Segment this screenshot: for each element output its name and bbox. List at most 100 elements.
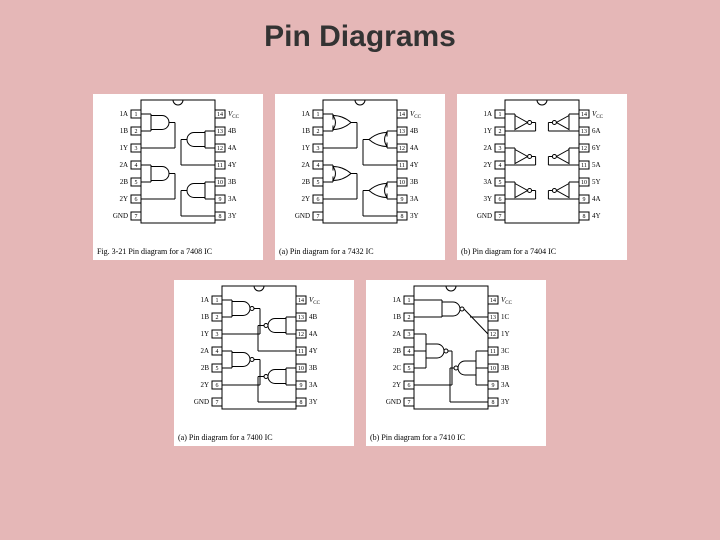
svg-text:1B: 1B bbox=[201, 313, 210, 321]
caption-7408: Fig. 3-21 Pin diagram for a 7408 IC bbox=[93, 244, 263, 260]
svg-text:3Y: 3Y bbox=[228, 212, 237, 220]
svg-text:4: 4 bbox=[216, 349, 219, 355]
svg-text:2B: 2B bbox=[393, 347, 402, 355]
svg-text:4Y: 4Y bbox=[228, 161, 237, 169]
svg-text:2: 2 bbox=[499, 129, 502, 135]
svg-text:1B: 1B bbox=[120, 127, 129, 135]
svg-text:6: 6 bbox=[408, 383, 411, 389]
svg-text:VCC: VCC bbox=[592, 110, 604, 120]
svg-text:3: 3 bbox=[317, 146, 320, 152]
svg-text:14: 14 bbox=[217, 112, 223, 118]
chip-diagram-7404: 11A14VCC21Y136A32A126Y42Y115A53A105Y63Y9… bbox=[457, 94, 627, 244]
chip-diagram-7400: 11A14VCC21B134B31Y124A42A114Y52B103B62Y9… bbox=[174, 280, 354, 430]
svg-text:5: 5 bbox=[317, 180, 320, 186]
svg-text:10: 10 bbox=[490, 366, 496, 372]
svg-text:8: 8 bbox=[300, 400, 303, 406]
svg-text:5: 5 bbox=[216, 366, 219, 372]
top-row: 11A14VCC21B134B31Y124A42A114Y52B103B62Y9… bbox=[0, 94, 720, 260]
chip-diagram-7432: 11A14VCC21B134B31Y124A42A114Y52B103B62Y9… bbox=[275, 94, 445, 244]
svg-text:1A: 1A bbox=[392, 296, 401, 304]
svg-text:10: 10 bbox=[298, 366, 304, 372]
svg-text:2Y: 2Y bbox=[483, 161, 492, 169]
svg-text:3A: 3A bbox=[501, 381, 510, 389]
svg-text:3Y: 3Y bbox=[410, 212, 419, 220]
svg-text:6: 6 bbox=[499, 197, 502, 203]
svg-text:1B: 1B bbox=[393, 313, 402, 321]
svg-text:12: 12 bbox=[399, 146, 405, 152]
svg-text:2A: 2A bbox=[301, 161, 310, 169]
svg-text:3C: 3C bbox=[501, 347, 510, 355]
svg-text:3Y: 3Y bbox=[501, 398, 510, 406]
svg-text:6: 6 bbox=[135, 197, 138, 203]
svg-text:12: 12 bbox=[490, 332, 496, 338]
svg-text:4: 4 bbox=[499, 163, 502, 169]
svg-text:4B: 4B bbox=[228, 127, 237, 135]
svg-text:2: 2 bbox=[317, 129, 320, 135]
svg-text:1Y: 1Y bbox=[301, 144, 310, 152]
svg-text:3: 3 bbox=[135, 146, 138, 152]
svg-text:13: 13 bbox=[217, 129, 223, 135]
svg-text:1Y: 1Y bbox=[483, 127, 492, 135]
svg-text:2Y: 2Y bbox=[119, 195, 128, 203]
caption-7404: (b) Pin diagram for a 7404 IC bbox=[457, 244, 627, 260]
svg-text:13: 13 bbox=[581, 129, 587, 135]
svg-text:2A: 2A bbox=[200, 347, 209, 355]
svg-text:2Y: 2Y bbox=[200, 381, 209, 389]
svg-text:9: 9 bbox=[300, 383, 303, 389]
svg-text:3A: 3A bbox=[309, 381, 318, 389]
svg-text:14: 14 bbox=[581, 112, 587, 118]
svg-text:7: 7 bbox=[499, 214, 502, 220]
svg-text:3A: 3A bbox=[228, 195, 237, 203]
svg-text:VCC: VCC bbox=[501, 296, 513, 306]
svg-text:3B: 3B bbox=[309, 364, 318, 372]
svg-text:12: 12 bbox=[298, 332, 304, 338]
svg-text:11: 11 bbox=[581, 163, 587, 169]
svg-text:10: 10 bbox=[399, 180, 405, 186]
svg-text:12: 12 bbox=[217, 146, 223, 152]
svg-text:9: 9 bbox=[492, 383, 495, 389]
svg-text:11: 11 bbox=[399, 163, 405, 169]
svg-text:3Y: 3Y bbox=[483, 195, 492, 203]
svg-text:GND: GND bbox=[194, 398, 209, 406]
svg-text:9: 9 bbox=[219, 197, 222, 203]
svg-text:8: 8 bbox=[401, 214, 404, 220]
svg-text:9: 9 bbox=[583, 197, 586, 203]
svg-text:2B: 2B bbox=[302, 178, 311, 186]
svg-text:3A: 3A bbox=[483, 178, 492, 186]
svg-text:GND: GND bbox=[477, 212, 492, 220]
svg-text:2B: 2B bbox=[120, 178, 129, 186]
chip-diagram-7410: 11A14VCC21B131C32A121Y42B113C52C103B62Y9… bbox=[366, 280, 546, 430]
svg-text:6: 6 bbox=[216, 383, 219, 389]
svg-text:14: 14 bbox=[298, 298, 304, 304]
svg-text:5A: 5A bbox=[592, 161, 601, 169]
svg-text:1B: 1B bbox=[302, 127, 311, 135]
svg-text:6A: 6A bbox=[592, 127, 601, 135]
svg-text:5: 5 bbox=[499, 180, 502, 186]
svg-text:1: 1 bbox=[499, 112, 502, 118]
svg-text:1A: 1A bbox=[301, 110, 310, 118]
svg-text:4A: 4A bbox=[592, 195, 601, 203]
svg-text:1: 1 bbox=[408, 298, 411, 304]
svg-text:4: 4 bbox=[408, 349, 411, 355]
svg-text:10: 10 bbox=[217, 180, 223, 186]
svg-text:2A: 2A bbox=[119, 161, 128, 169]
panel-7410: 11A14VCC21B131C32A121Y42B113C52C103B62Y9… bbox=[366, 280, 546, 446]
svg-text:4B: 4B bbox=[410, 127, 419, 135]
svg-text:GND: GND bbox=[295, 212, 310, 220]
svg-text:2A: 2A bbox=[392, 330, 401, 338]
caption-7410: (b) Pin diagram for a 7410 IC bbox=[366, 430, 546, 446]
svg-text:8: 8 bbox=[583, 214, 586, 220]
svg-text:4Y: 4Y bbox=[410, 161, 419, 169]
svg-text:4: 4 bbox=[317, 163, 320, 169]
svg-text:7: 7 bbox=[216, 400, 219, 406]
svg-text:3: 3 bbox=[216, 332, 219, 338]
svg-text:GND: GND bbox=[386, 398, 401, 406]
svg-text:1Y: 1Y bbox=[119, 144, 128, 152]
bottom-row: 11A14VCC21B134B31Y124A42A114Y52B103B62Y9… bbox=[0, 280, 720, 446]
svg-text:1A: 1A bbox=[200, 296, 209, 304]
svg-text:VCC: VCC bbox=[410, 110, 422, 120]
svg-text:3A: 3A bbox=[410, 195, 419, 203]
svg-text:5: 5 bbox=[408, 366, 411, 372]
svg-text:3Y: 3Y bbox=[309, 398, 318, 406]
svg-text:4B: 4B bbox=[309, 313, 318, 321]
